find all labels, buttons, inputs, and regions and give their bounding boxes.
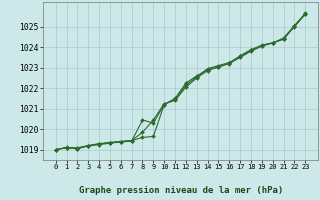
Text: Graphe pression niveau de la mer (hPa): Graphe pression niveau de la mer (hPa) bbox=[79, 186, 283, 195]
